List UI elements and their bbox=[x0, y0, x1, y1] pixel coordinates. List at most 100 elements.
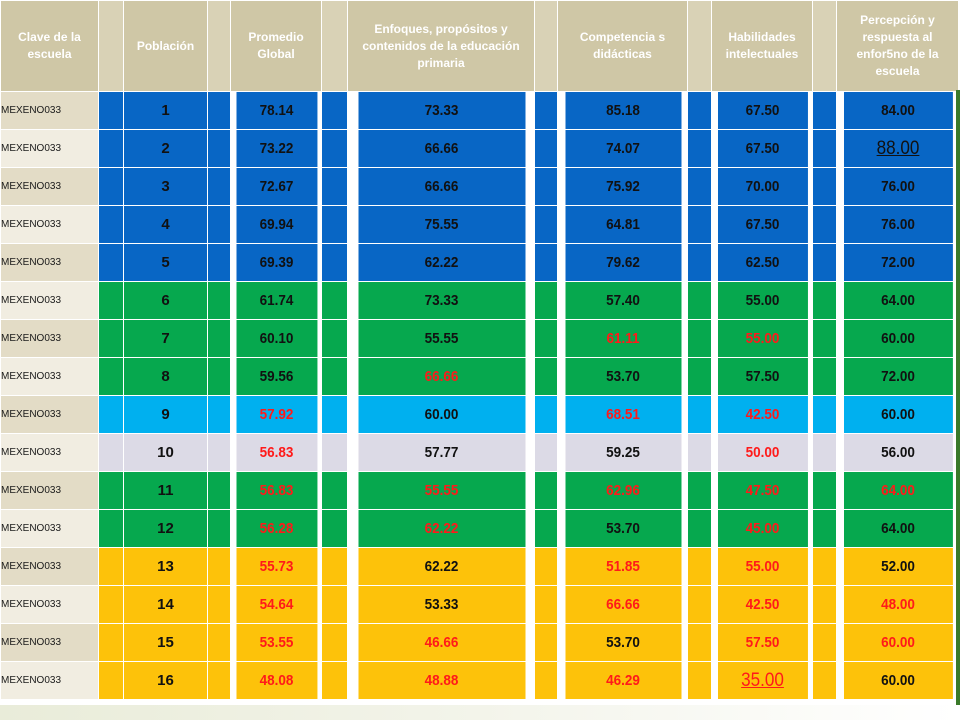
spacer-cell bbox=[534, 357, 558, 396]
spacer-cell bbox=[98, 547, 124, 586]
spacer-cell bbox=[812, 91, 837, 130]
table-body: MEXENO033 1 78.14 73.33 85.18 67.50 84.00 MEXEN… bbox=[0, 91, 959, 700]
cell-competencias: 75.92 bbox=[563, 167, 682, 206]
cell-promedio: 55.73 bbox=[234, 547, 318, 586]
cell-habilidades: 57.50 bbox=[716, 623, 808, 662]
spacer-cell bbox=[687, 471, 712, 510]
results-table: Clave de la escuela Población Promedio G… bbox=[0, 0, 959, 700]
table-row: MEXENO033 16 48.08 48.88 46.29 35.00 60.00 bbox=[0, 661, 959, 700]
spacer-cell bbox=[98, 167, 124, 206]
spacer-cell bbox=[321, 661, 348, 700]
cell-clave: MEXENO033 bbox=[0, 661, 99, 700]
spacer-cell bbox=[98, 243, 124, 282]
cell-enfoques: 62.22 bbox=[356, 547, 526, 586]
spacer-cell bbox=[687, 395, 712, 434]
table-row: MEXENO033 6 61.74 73.33 57.40 55.00 64.00 bbox=[0, 281, 959, 320]
spacer-cell bbox=[534, 205, 558, 244]
header-habilidades: Habilidades intelectuales bbox=[711, 0, 813, 92]
table-row: MEXENO033 7 60.10 55.55 61.11 55.00 60.00 bbox=[0, 319, 959, 358]
cell-competencias: 57.40 bbox=[563, 281, 682, 320]
cell-percepcion: 60.00 bbox=[842, 319, 953, 358]
cell-enfoques: 66.66 bbox=[356, 167, 526, 206]
spacer-cell bbox=[321, 585, 348, 624]
cell-habilidades: 55.00 bbox=[716, 547, 808, 586]
cell-clave: MEXENO033 bbox=[0, 167, 99, 206]
cell-promedio: 73.22 bbox=[234, 129, 318, 168]
spacer-cell bbox=[687, 547, 712, 586]
cell-enfoques: 55.55 bbox=[356, 319, 526, 358]
spacer-cell bbox=[98, 471, 124, 510]
cell-competencias: 79.62 bbox=[563, 243, 682, 282]
spacer-cell bbox=[534, 509, 558, 548]
spacer-cell bbox=[321, 395, 348, 434]
cell-enfoques: 55.55 bbox=[356, 471, 526, 510]
cell-percepcion: 48.00 bbox=[842, 585, 953, 624]
cell-enfoques: 57.77 bbox=[356, 433, 526, 472]
cell-habilidades: 55.00 bbox=[716, 319, 808, 358]
spacer-cell bbox=[98, 395, 124, 434]
footer-decoration bbox=[0, 705, 960, 720]
cell-percepcion: 76.00 bbox=[842, 167, 953, 206]
cell-habilidades: 57.50 bbox=[716, 357, 808, 396]
cell-poblacion: 8 bbox=[123, 357, 208, 396]
spacer-cell bbox=[812, 509, 837, 548]
cell-promedio: 56.83 bbox=[234, 471, 318, 510]
spacer-cell bbox=[812, 661, 837, 700]
cell-percepcion: 64.00 bbox=[842, 281, 953, 320]
cell-percepcion: 72.00 bbox=[842, 357, 953, 396]
cell-enfoques: 60.00 bbox=[356, 395, 526, 434]
cell-percepcion: 72.00 bbox=[842, 243, 953, 282]
spacer-cell bbox=[812, 623, 837, 662]
cell-habilidades: 42.50 bbox=[716, 585, 808, 624]
cell-competencias: 66.66 bbox=[563, 585, 682, 624]
spacer-cell bbox=[98, 281, 124, 320]
cell-competencias: 53.70 bbox=[563, 357, 682, 396]
spacer-cell bbox=[687, 91, 712, 130]
spacer-cell bbox=[534, 319, 558, 358]
cell-percepcion: 84.00 bbox=[842, 91, 953, 130]
spacer-cell bbox=[687, 357, 712, 396]
cell-enfoques: 66.66 bbox=[356, 357, 526, 396]
table-row: MEXENO033 15 53.55 46.66 53.70 57.50 60.00 bbox=[0, 623, 959, 662]
cell-competencias: 64.81 bbox=[563, 205, 682, 244]
cell-poblacion: 3 bbox=[123, 167, 208, 206]
spacer-cell bbox=[321, 243, 348, 282]
spacer-cell bbox=[687, 129, 712, 168]
cell-enfoques: 75.55 bbox=[356, 205, 526, 244]
cell-clave: MEXENO033 bbox=[0, 129, 99, 168]
cell-habilidades: 35.00 bbox=[716, 661, 808, 700]
spacer-cell bbox=[534, 433, 558, 472]
table-row: MEXENO033 3 72.67 66.66 75.92 70.00 76.00 bbox=[0, 167, 959, 206]
spacer-cell bbox=[98, 91, 124, 130]
table-row: MEXENO033 4 69.94 75.55 64.81 67.50 76.00 bbox=[0, 205, 959, 244]
spacer-cell bbox=[812, 433, 837, 472]
spacer-cell bbox=[207, 319, 231, 358]
cell-poblacion: 15 bbox=[123, 623, 208, 662]
cell-clave: MEXENO033 bbox=[0, 395, 99, 434]
cell-enfoques: 73.33 bbox=[356, 281, 526, 320]
spacer-cell bbox=[321, 433, 348, 472]
spacer-cell bbox=[98, 357, 124, 396]
cell-habilidades: 50.00 bbox=[716, 433, 808, 472]
spacer-cell bbox=[534, 547, 558, 586]
cell-habilidades: 55.00 bbox=[716, 281, 808, 320]
spacer-cell bbox=[687, 661, 712, 700]
cell-competencias: 68.51 bbox=[563, 395, 682, 434]
cell-clave: MEXENO033 bbox=[0, 281, 99, 320]
spacer-cell bbox=[812, 395, 837, 434]
cell-clave: MEXENO033 bbox=[0, 433, 99, 472]
table-row: MEXENO033 9 57.92 60.00 68.51 42.50 60.00 bbox=[0, 395, 959, 434]
table-row: MEXENO033 10 56.83 57.77 59.25 50.00 56.00 bbox=[0, 433, 959, 472]
spacer-cell bbox=[321, 129, 348, 168]
spacer-cell bbox=[98, 509, 124, 548]
spacer-cell bbox=[812, 243, 837, 282]
spacer-cell bbox=[321, 319, 348, 358]
cell-percepcion: 60.00 bbox=[842, 661, 953, 700]
cell-percepcion: 60.00 bbox=[842, 395, 953, 434]
header-row: Clave de la escuela Población Promedio G… bbox=[0, 0, 959, 92]
cell-clave: MEXENO033 bbox=[0, 509, 99, 548]
cell-competencias: 53.70 bbox=[563, 509, 682, 548]
cell-competencias: 53.70 bbox=[563, 623, 682, 662]
spacer-cell bbox=[321, 205, 348, 244]
spacer-cell bbox=[534, 471, 558, 510]
